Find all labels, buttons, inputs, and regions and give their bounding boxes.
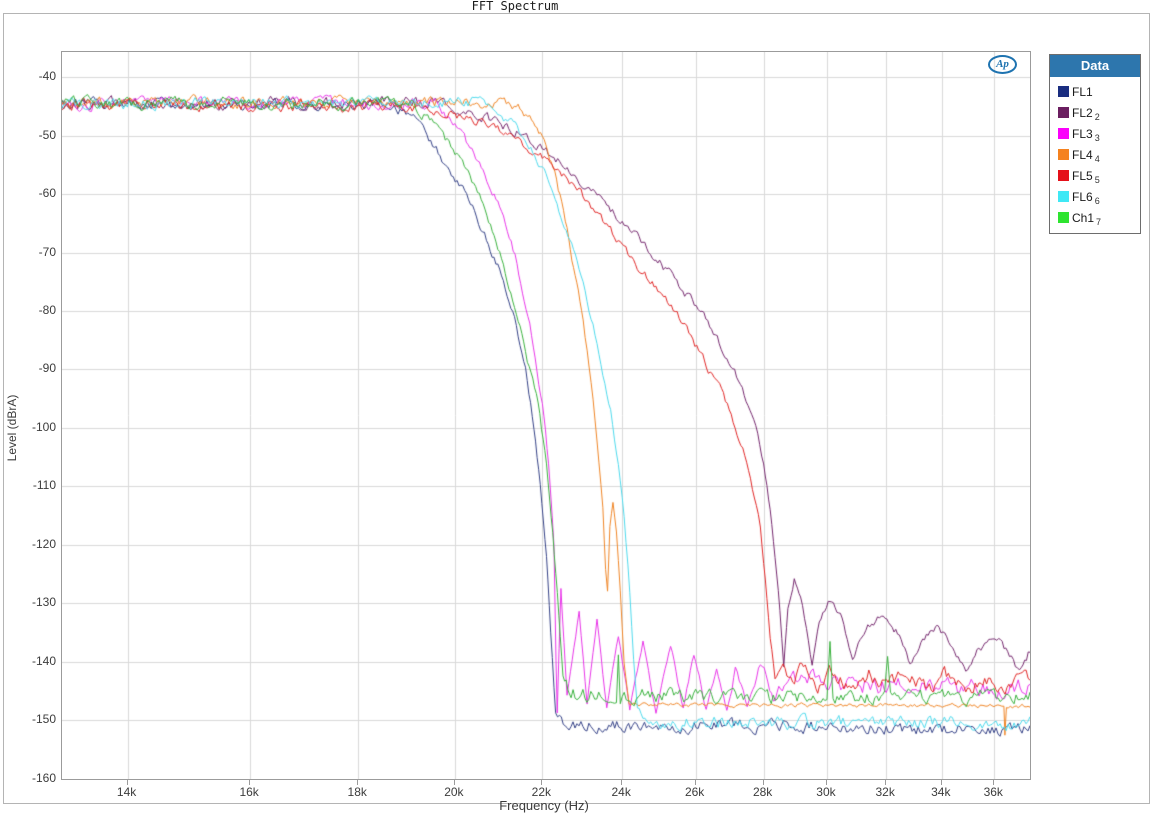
legend-item-ch1[interactable]: Ch1 7 xyxy=(1050,207,1140,228)
x-tick-label: 22k xyxy=(531,785,552,799)
x-tick-label: 16k xyxy=(239,785,259,799)
x-tick-label: 32k xyxy=(875,785,895,799)
legend-item-fl5[interactable]: FL5 5 xyxy=(1050,165,1140,186)
legend-swatch-icon xyxy=(1058,86,1069,97)
y-tick-label: -150 xyxy=(31,712,56,727)
x-tick-mark xyxy=(940,779,942,785)
legend-item-label: FL2 xyxy=(1072,105,1093,120)
legend-item-subscript: 6 xyxy=(1094,195,1100,206)
legend-item-fl2[interactable]: FL2 2 xyxy=(1050,102,1140,123)
y-tick-label: -120 xyxy=(31,536,56,551)
x-tick-label: 24k xyxy=(611,785,631,799)
legend-item-fl1[interactable]: FL1 xyxy=(1050,81,1140,102)
x-tick-mark xyxy=(993,779,995,785)
legend-item-label: FL6 xyxy=(1072,189,1093,204)
legend-swatch-icon xyxy=(1058,170,1069,181)
y-tick-label: -60 xyxy=(38,186,56,201)
x-tick-mark xyxy=(621,779,623,785)
x-tick-label: 34k xyxy=(931,785,951,799)
legend-item-fl6[interactable]: FL6 6 xyxy=(1050,186,1140,207)
legend-swatch-icon xyxy=(1058,191,1069,202)
legend-item-label: FL5 xyxy=(1072,168,1093,183)
x-tick-mark xyxy=(694,779,696,785)
y-tick-label: -40 xyxy=(38,69,56,84)
y-tick-label: -160 xyxy=(31,770,56,785)
legend-item-subscript: 3 xyxy=(1094,132,1100,143)
x-tick-label: 36k xyxy=(983,785,1003,799)
page-title: FFT Spectrum xyxy=(471,0,559,13)
y-tick-label: -70 xyxy=(38,244,56,259)
x-tick-mark xyxy=(762,779,764,785)
legend-item-label: FL1 xyxy=(1072,84,1093,99)
x-tick-mark xyxy=(453,779,455,785)
legend-swatch-icon xyxy=(1058,128,1069,139)
x-tick-label: 26k xyxy=(684,785,705,799)
spectrum-plot-canvas xyxy=(62,52,1030,779)
legend-item-subscript: 2 xyxy=(1094,111,1100,122)
y-tick-label: -110 xyxy=(32,478,56,493)
legend-item-subscript: 7 xyxy=(1096,216,1102,227)
x-tick-label: 14k xyxy=(116,785,137,799)
legend-item-label: FL4 xyxy=(1072,147,1093,162)
legend-item-fl4[interactable]: FL4 4 xyxy=(1050,144,1140,165)
x-tick-mark xyxy=(357,779,359,785)
x-tick-label: 28k xyxy=(752,785,773,799)
y-tick-label: -50 xyxy=(38,127,56,142)
y-tick-label: -100 xyxy=(31,419,56,434)
graph-panel: Level (dBrA) -40 -50 -60 -70 -80 -90 -100 -110 -… xyxy=(3,13,1150,813)
data-legend: Data FL1 FL2 2 FL3 3 FL4 4 FL5 5 FL6 6 Ch1 7 xyxy=(1049,54,1141,234)
legend-item-fl3[interactable]: FL3 3 xyxy=(1050,123,1140,144)
legend-item-subscript: 4 xyxy=(1094,153,1100,164)
y-tick-label: -140 xyxy=(31,653,56,668)
legend-swatch-icon xyxy=(1058,212,1069,223)
legend-item-label: Ch1 xyxy=(1072,210,1095,225)
x-tick-mark xyxy=(825,779,827,785)
legend-swatch-icon xyxy=(1058,149,1069,160)
legend-body: FL1 FL2 2 FL3 3 FL4 4 FL5 5 FL6 6 Ch1 7 xyxy=(1050,77,1140,233)
y-tick-label: -130 xyxy=(31,595,56,610)
y-tick-label: -90 xyxy=(38,361,56,376)
x-axis-title: Frequency (Hz) xyxy=(499,798,589,813)
plot-area xyxy=(61,51,1031,780)
y-axis-title: Level (dBrA) xyxy=(5,394,19,462)
legend-header: Data xyxy=(1050,55,1140,77)
legend-swatch-icon xyxy=(1058,107,1069,118)
x-tick-mark xyxy=(541,779,543,785)
legend-item-subscript: 5 xyxy=(1094,174,1100,185)
x-tick-label: 18k xyxy=(347,785,367,799)
x-tick-mark xyxy=(126,779,128,785)
x-tick-label: 30k xyxy=(816,785,836,799)
x-tick-label: 20k xyxy=(444,785,464,799)
y-tick-label: -80 xyxy=(38,302,56,317)
audio-precision-logo-icon: Ap xyxy=(988,55,1017,74)
legend-item-label: FL3 xyxy=(1072,126,1093,141)
x-tick-mark xyxy=(249,779,251,785)
x-tick-mark xyxy=(885,779,887,785)
